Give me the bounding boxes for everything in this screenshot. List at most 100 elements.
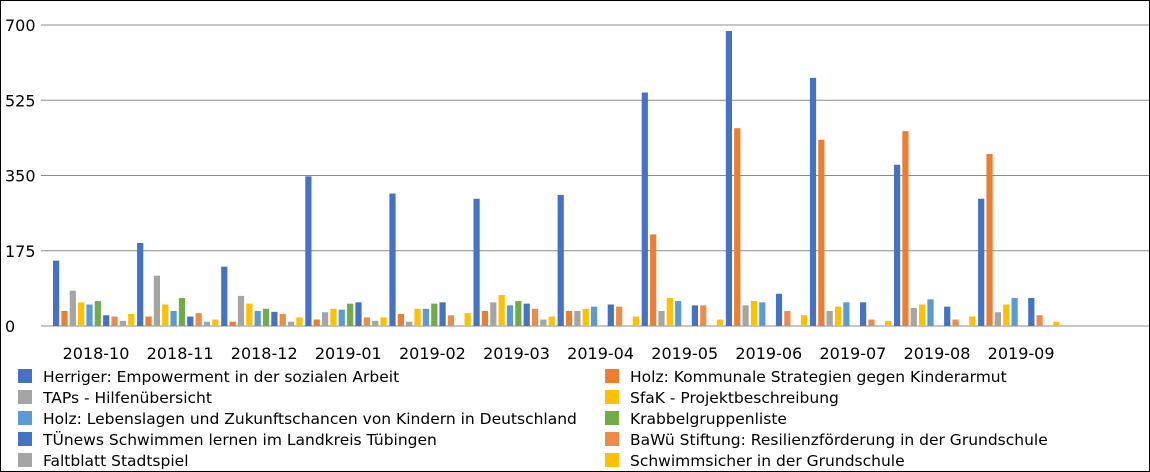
bar (818, 139, 825, 326)
bar (607, 304, 614, 326)
bar (632, 316, 639, 326)
x-tick-label: 2019-05 (651, 344, 718, 363)
bar (355, 302, 362, 326)
bar (119, 320, 126, 326)
bar (725, 31, 732, 327)
legend-label: TAPs - Hilfenübersicht (42, 389, 212, 407)
bar (153, 275, 160, 326)
bar (910, 307, 917, 326)
bar (1028, 298, 1035, 326)
bar (557, 194, 564, 326)
bar (986, 154, 993, 326)
x-tick-label: 2019-07 (819, 344, 886, 363)
bar (658, 310, 665, 326)
y-tick-label: 0 (5, 317, 15, 336)
bar (203, 321, 211, 326)
bar (305, 176, 312, 326)
bar (288, 321, 295, 326)
bar (616, 306, 623, 326)
bar (809, 77, 817, 326)
bar (515, 301, 522, 326)
x-tick-label: 2018-12 (231, 344, 298, 363)
bar (834, 306, 842, 326)
bar (843, 302, 850, 326)
legend-label: SfaK - Projektbeschreibung (630, 389, 839, 407)
legend-label: Schwimmsicher in der Grundschule (630, 452, 905, 470)
bar (775, 293, 783, 326)
bar (414, 308, 421, 326)
bar (994, 312, 1001, 326)
legend-swatch (18, 411, 32, 425)
bar (944, 306, 951, 326)
bar (1053, 321, 1060, 326)
bar (103, 315, 110, 326)
bar (271, 311, 278, 326)
bar (1011, 298, 1018, 326)
bar (162, 304, 169, 326)
bar (666, 298, 673, 326)
x-tick-label: 2019-03 (483, 344, 550, 363)
bar (254, 310, 261, 326)
bar (237, 295, 245, 326)
bar (969, 316, 976, 326)
legend-label: Holz: Lebenslagen und Zukunftschancen vo… (43, 410, 577, 428)
bar (885, 320, 892, 326)
x-tick-label: 2019-06 (735, 344, 802, 363)
bar (565, 310, 573, 326)
legend-swatch (605, 390, 619, 404)
bar (397, 313, 404, 326)
bar (246, 303, 253, 326)
bar (927, 299, 934, 326)
bar (506, 305, 514, 326)
bar (94, 301, 101, 326)
legend-label: Holz: Kommunale Strategien gegen Kindera… (630, 368, 1007, 386)
bar (1036, 315, 1043, 326)
legend-swatch (18, 390, 32, 404)
bar (145, 316, 152, 326)
bar (372, 320, 379, 326)
bar (700, 305, 707, 326)
bar (691, 305, 698, 326)
bar (262, 308, 270, 326)
bar (860, 302, 867, 326)
bar (330, 308, 337, 326)
bar (464, 313, 471, 326)
bar (716, 319, 724, 326)
y-tick-label: 700 (5, 16, 36, 35)
bar (902, 131, 909, 326)
x-tick-label: 2019-08 (904, 344, 971, 363)
y-tick-label: 525 (5, 91, 36, 110)
legend-label: BaWü Stiftung: Resilienzförderung in der… (630, 431, 1048, 449)
legend-label: Faltblatt Stadtspiel (43, 452, 189, 470)
bar (750, 301, 758, 326)
bar (742, 305, 749, 326)
bar (279, 313, 286, 326)
legend-label: TÜnews Schwimmen lernen im Landkreis Tüb… (42, 430, 437, 449)
bar (800, 315, 808, 326)
bar (170, 310, 177, 326)
bar (548, 316, 555, 326)
bar (313, 319, 320, 326)
bar (952, 319, 959, 326)
bar (322, 312, 329, 326)
bar (650, 234, 657, 326)
bar (53, 260, 60, 326)
bar (498, 295, 505, 326)
bar (582, 308, 589, 326)
bar (868, 319, 875, 326)
legend-swatch (18, 453, 32, 467)
bar (111, 316, 118, 326)
bar (574, 310, 581, 326)
bar (540, 319, 547, 326)
bar (178, 298, 186, 326)
bar (431, 303, 438, 326)
bar (473, 198, 480, 326)
bar (406, 321, 413, 326)
y-tick-label: 350 (5, 167, 36, 186)
bar (826, 310, 833, 326)
x-tick-label: 2019-09 (988, 344, 1055, 363)
bar (380, 317, 387, 326)
bar (919, 304, 926, 326)
bar (675, 301, 682, 326)
